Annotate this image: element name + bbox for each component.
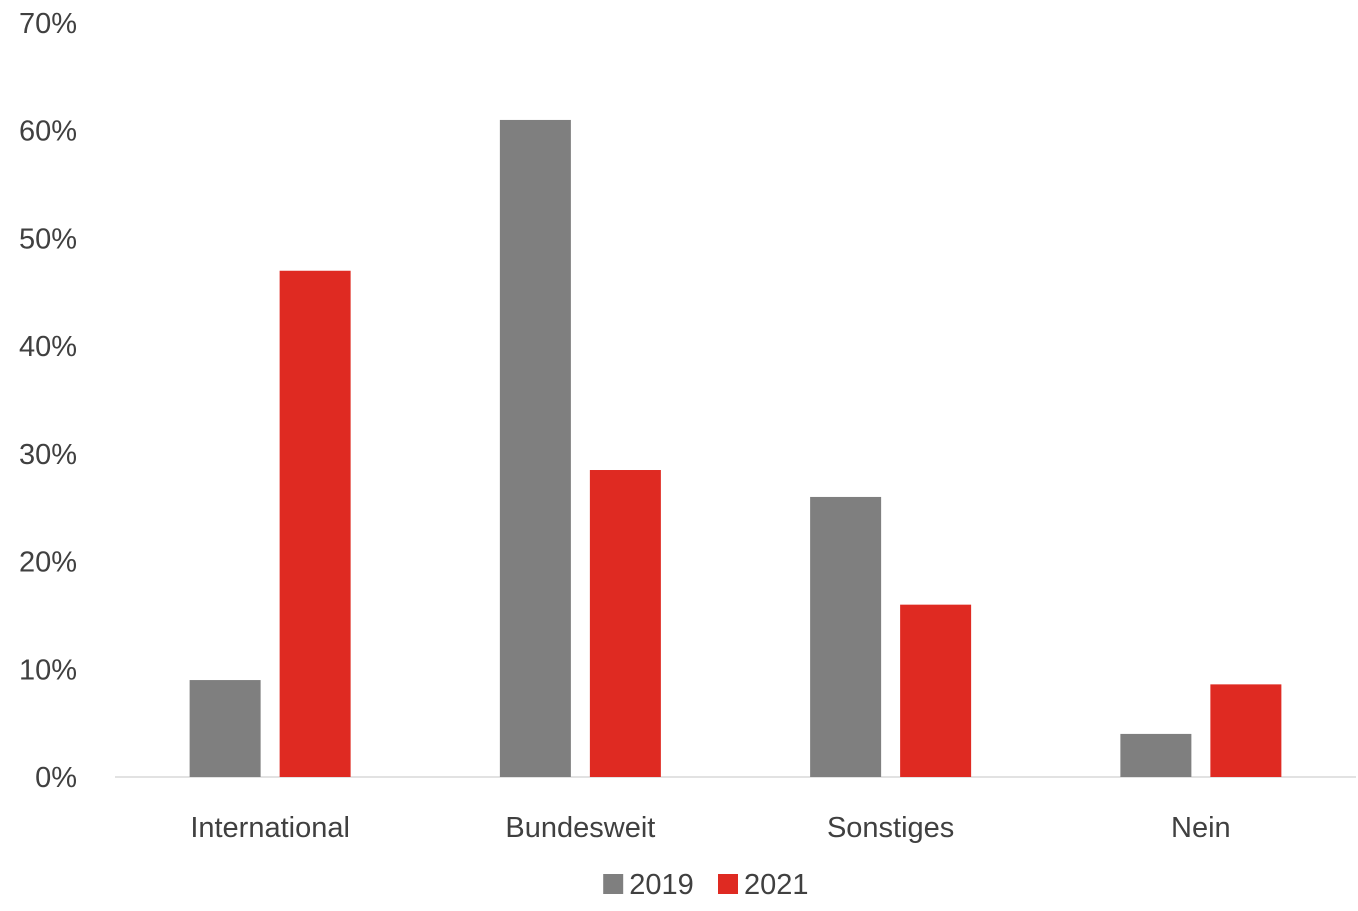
legend-swatch-2019	[603, 874, 624, 894]
y-axis-tick-labels: 0% 10% 20% 30% 40% 50% 60% 70%	[19, 8, 77, 794]
bar-2021-sonstiges	[900, 604, 972, 777]
y-tick-label: 20%	[19, 547, 77, 579]
y-tick-label: 50%	[19, 223, 77, 255]
x-tick-label: International	[190, 812, 350, 844]
y-tick-label: 40%	[19, 331, 77, 363]
bar-2021-nein	[1210, 684, 1282, 777]
bar-2021-bundesweit	[589, 470, 661, 777]
bars	[189, 119, 1282, 777]
bar-2019-nein	[1120, 733, 1192, 777]
legend: 2019 2021	[603, 869, 809, 901]
x-tick-label: Bundesweit	[505, 812, 655, 844]
bar-2019-bundesweit	[499, 119, 571, 777]
bar-2021-international	[279, 270, 351, 777]
x-axis-tick-labels: International Bundesweit Sonstiges Nein	[190, 812, 1230, 844]
legend-label-2019: 2019	[629, 869, 694, 901]
legend-swatch-2021	[718, 874, 738, 894]
x-tick-label: Nein	[1171, 812, 1231, 844]
bar-2019-international	[189, 680, 261, 777]
legend-label-2021: 2021	[744, 869, 809, 901]
y-tick-label: 10%	[19, 654, 77, 686]
x-tick-label: Sonstiges	[827, 812, 954, 844]
y-tick-label: 0%	[35, 762, 77, 794]
y-tick-label: 30%	[19, 439, 77, 471]
y-tick-label: 70%	[19, 8, 77, 40]
bar-2019-sonstiges	[810, 496, 882, 777]
y-tick-label: 60%	[19, 116, 77, 148]
